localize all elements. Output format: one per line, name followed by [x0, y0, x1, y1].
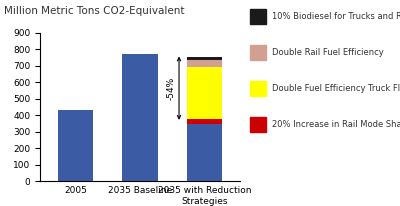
- Text: Million Metric Tons CO2-Equivalent: Million Metric Tons CO2-Equivalent: [4, 6, 184, 16]
- Text: Double Fuel Efficiency Truck Fleet: Double Fuel Efficiency Truck Fleet: [272, 84, 400, 93]
- Bar: [187, 119, 222, 124]
- Text: Double Rail Fuel Efficiency: Double Rail Fuel Efficiency: [272, 48, 384, 57]
- Bar: [187, 57, 222, 60]
- Bar: [187, 124, 222, 181]
- Bar: [187, 67, 222, 119]
- Text: -54%: -54%: [167, 77, 176, 100]
- Bar: [58, 110, 93, 181]
- Bar: [187, 60, 222, 67]
- Text: 10% Biodiesel for Trucks and Rail: 10% Biodiesel for Trucks and Rail: [272, 12, 400, 21]
- Text: 20% Increase in Rail Mode Share: 20% Increase in Rail Mode Share: [272, 120, 400, 129]
- Bar: [122, 54, 158, 181]
